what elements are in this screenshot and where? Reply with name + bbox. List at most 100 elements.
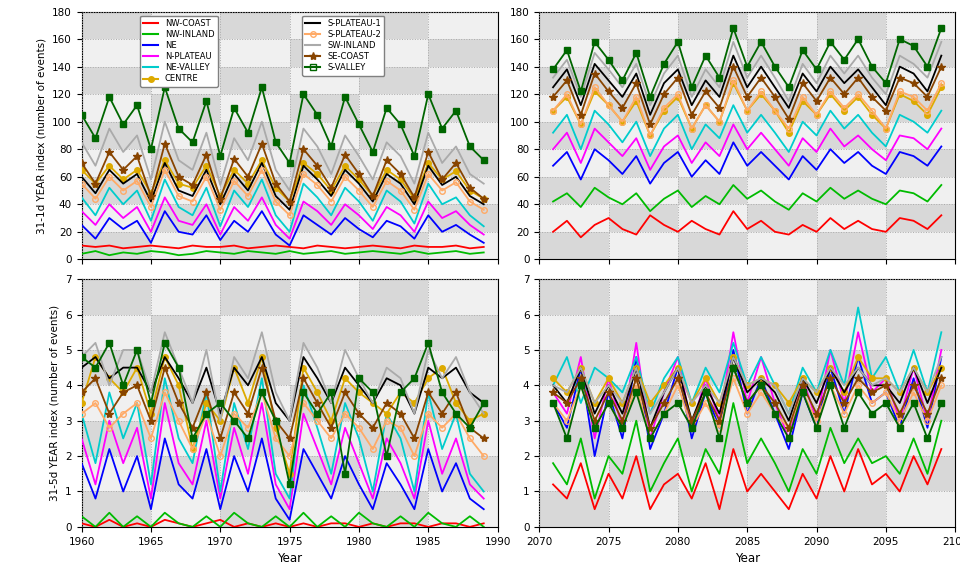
Bar	[886, 177, 955, 204]
Bar	[82, 279, 151, 314]
Bar	[886, 122, 955, 149]
Bar	[678, 232, 747, 259]
Bar	[428, 204, 497, 232]
Bar	[220, 492, 290, 527]
Bar	[82, 204, 151, 232]
Bar	[747, 39, 817, 67]
Bar	[747, 12, 817, 39]
Bar	[82, 492, 151, 527]
Bar	[540, 122, 609, 149]
Bar	[290, 94, 359, 122]
Bar	[886, 314, 955, 350]
Bar	[678, 350, 747, 385]
Bar	[220, 12, 290, 39]
Bar	[428, 177, 497, 204]
Bar	[817, 279, 886, 314]
Bar	[151, 12, 220, 39]
Bar	[220, 350, 290, 385]
Bar	[82, 177, 151, 204]
Bar	[817, 492, 886, 527]
Bar	[747, 385, 817, 421]
Bar	[609, 39, 678, 67]
Bar	[747, 492, 817, 527]
Bar	[82, 456, 151, 492]
Bar	[886, 350, 955, 385]
Bar	[886, 385, 955, 421]
Bar	[609, 350, 678, 385]
Bar	[817, 314, 886, 350]
Bar	[609, 232, 678, 259]
Bar	[747, 177, 817, 204]
X-axis label: Year: Year	[734, 552, 759, 565]
Bar	[428, 492, 497, 527]
Bar	[290, 385, 359, 421]
Bar	[220, 177, 290, 204]
Bar	[886, 421, 955, 456]
Bar	[540, 149, 609, 177]
Bar	[678, 314, 747, 350]
Bar	[82, 94, 151, 122]
Bar	[290, 67, 359, 94]
Bar	[359, 232, 428, 259]
Bar	[678, 421, 747, 456]
Bar	[747, 94, 817, 122]
Bar	[428, 314, 497, 350]
Bar	[151, 492, 220, 527]
Bar	[151, 122, 220, 149]
Bar	[151, 456, 220, 492]
Bar	[886, 39, 955, 67]
Bar	[609, 12, 678, 39]
Bar	[359, 122, 428, 149]
Bar	[817, 232, 886, 259]
Bar	[678, 385, 747, 421]
Bar	[428, 232, 497, 259]
Bar	[151, 94, 220, 122]
Bar	[540, 67, 609, 94]
Bar	[817, 421, 886, 456]
Bar	[428, 94, 497, 122]
Bar	[82, 67, 151, 94]
Bar	[151, 314, 220, 350]
Bar	[817, 39, 886, 67]
Bar	[151, 232, 220, 259]
Bar	[747, 149, 817, 177]
Bar	[609, 122, 678, 149]
Bar	[886, 204, 955, 232]
Bar	[220, 204, 290, 232]
Bar	[220, 456, 290, 492]
Bar	[886, 279, 955, 314]
Bar	[817, 385, 886, 421]
Bar	[678, 177, 747, 204]
Bar	[609, 314, 678, 350]
Bar	[359, 421, 428, 456]
Bar	[747, 279, 817, 314]
Bar	[609, 385, 678, 421]
Bar	[220, 232, 290, 259]
Bar	[678, 39, 747, 67]
Bar	[540, 385, 609, 421]
Bar	[359, 12, 428, 39]
Bar	[428, 39, 497, 67]
Bar	[678, 492, 747, 527]
Bar	[290, 149, 359, 177]
Bar	[817, 177, 886, 204]
Bar	[359, 456, 428, 492]
Bar	[817, 350, 886, 385]
Bar	[428, 350, 497, 385]
Bar	[359, 94, 428, 122]
Bar	[678, 204, 747, 232]
Bar	[359, 177, 428, 204]
Bar	[220, 122, 290, 149]
X-axis label: Year: Year	[277, 552, 302, 565]
Bar	[290, 350, 359, 385]
Bar	[428, 456, 497, 492]
Bar	[678, 12, 747, 39]
Bar	[151, 149, 220, 177]
Bar	[817, 94, 886, 122]
Bar	[151, 279, 220, 314]
Bar	[886, 456, 955, 492]
Bar	[290, 12, 359, 39]
Bar	[290, 279, 359, 314]
Bar	[220, 279, 290, 314]
Bar	[220, 385, 290, 421]
